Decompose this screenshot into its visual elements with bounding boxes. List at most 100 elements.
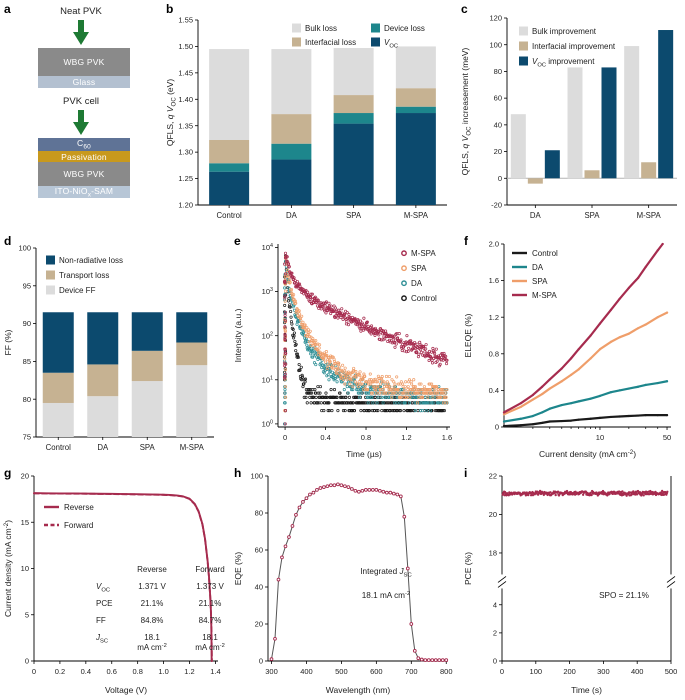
svg-text:95: 95 (23, 281, 31, 290)
chart-ff-loss: 75 80 85 90 95 100 Control DA SPA M-SPA FF (%) Non-… (0, 232, 230, 464)
decay-series-m-spa (282, 251, 449, 426)
svg-text:mA cm-2: mA cm-2 (195, 643, 225, 652)
decay-series-spa (282, 255, 449, 413)
svg-text:VOC: VOC (96, 582, 110, 593)
layer-ito-nio-x-sam: ITO-NiOx-SAM (38, 186, 130, 198)
chart-eqe-spectrum: 0 20 40 60 80 100 300 400 500 600 700 800 EQE (%) Wav… (230, 464, 460, 700)
svg-text:Forward: Forward (64, 521, 93, 530)
svg-text:40: 40 (494, 120, 502, 129)
svg-text:FF (%): FF (%) (3, 329, 13, 355)
svg-text:M-SPA: M-SPA (180, 443, 205, 452)
svg-text:200: 200 (563, 667, 576, 676)
svg-text:VOC improvement: VOC improvement (532, 57, 595, 68)
svg-text:PCE: PCE (96, 599, 112, 608)
svg-text:5: 5 (25, 610, 29, 619)
chart-eleqe: 0 0.4 0.8 1.2 1.6 2.0 10 50 ELEQE (%) Current den… (460, 232, 685, 464)
svg-text:2.0: 2.0 (489, 240, 499, 249)
svg-text:0.4: 0.4 (81, 667, 91, 676)
chart-qfls-improvement: -20 0 20 40 60 80 100 120 DA SPA M-SPA QFLS, q VOC … (457, 0, 685, 232)
svg-text:1.35: 1.35 (178, 121, 193, 130)
svg-text:QFLS, q VOC increasement (meV): QFLS, q VOC increasement (meV) (460, 47, 472, 175)
svg-text:100: 100 (489, 40, 502, 49)
svg-text:mA cm-2: mA cm-2 (137, 643, 167, 652)
svg-text:600: 600 (370, 667, 383, 676)
svg-text:DA: DA (97, 443, 109, 452)
chart-svg-e: 100 101 102 103 104 0 0.4 0.8 1.2 1.6 Intensity (a… (233, 243, 453, 459)
layer-wbg-pvk: WBG PVK (38, 48, 130, 76)
legend-f: Control DA SPA M-SPA (512, 249, 558, 300)
svg-text:60: 60 (494, 94, 502, 103)
panel-i: i 18 20 22 0 2 4 0 100 200 300 400 500 PCE (%) Time (… (460, 464, 685, 700)
svg-text:10: 10 (21, 564, 29, 573)
svg-text:Control: Control (411, 294, 437, 303)
panel-label-h: h (234, 466, 242, 480)
svg-text:100: 100 (530, 667, 543, 676)
panel-label-b: b (166, 2, 174, 16)
svg-text:0: 0 (259, 657, 263, 666)
svg-text:Control: Control (532, 249, 558, 258)
svg-text:800: 800 (440, 667, 453, 676)
svg-text:SPA: SPA (532, 277, 548, 286)
series-h (269, 482, 449, 662)
svg-text:10: 10 (596, 433, 604, 442)
svg-text:400: 400 (300, 667, 313, 676)
svg-text:0: 0 (500, 667, 504, 676)
svg-text:60: 60 (255, 546, 263, 555)
svg-text:500: 500 (335, 667, 348, 676)
svg-text:300: 300 (265, 667, 278, 676)
panel-c: c -20 0 20 40 60 80 100 120 DA SPA M-SPA QFLS, q VO… (457, 0, 685, 232)
svg-text:Voltage (V): Voltage (V) (105, 685, 147, 695)
svg-text:SPA: SPA (411, 264, 427, 273)
panel-label-a: a (4, 2, 11, 16)
svg-text:18.1: 18.1 (202, 633, 218, 642)
legend-d: Non-radiative loss Transport loss Device F… (46, 255, 123, 295)
legend-e: M-SPA SPA DA Control (401, 249, 437, 303)
svg-text:SPA: SPA (140, 443, 156, 452)
svg-text:M-SPA: M-SPA (532, 291, 557, 300)
svg-text:Interfacial improvement: Interfacial improvement (532, 42, 616, 51)
decay-series-da (282, 259, 449, 426)
svg-text:EQE (%): EQE (%) (233, 552, 243, 586)
svg-text:Transport loss: Transport loss (59, 271, 109, 280)
pvk-cell-caption: PVK cell (63, 96, 99, 107)
axes: -20 0 20 40 60 80 100 120 DA SPA M-SPA (489, 14, 677, 220)
svg-text:300: 300 (597, 667, 610, 676)
svg-text:0: 0 (25, 657, 29, 666)
svg-text:1.2: 1.2 (489, 313, 499, 322)
svg-text:0: 0 (283, 433, 287, 442)
svg-text:1.4: 1.4 (210, 667, 220, 676)
svg-text:120: 120 (489, 14, 502, 23)
svg-text:84.7%: 84.7% (199, 616, 222, 625)
svg-text:18.1: 18.1 (144, 633, 160, 642)
chart-svg-f: 0 0.4 0.8 1.2 1.6 2.0 10 50 ELEQE (%) Current den… (463, 240, 671, 459)
svg-text:Reverse: Reverse (64, 503, 94, 512)
chart-svg-b: 1.20 1.25 1.30 1.35 1.40 1.45 1.50 1.55 Control D… (165, 16, 447, 220)
svg-text:Bulk improvement: Bulk improvement (532, 27, 597, 36)
panel-g: g 0 5 10 15 20 0 0.2 0.4 0.6 0.8 1.0 1.2 1.4 Current … (0, 464, 230, 700)
chart-spo-stability: 18 20 22 0 2 4 0 100 200 300 400 500 PCE (%) Time (s)… (460, 464, 685, 700)
chart-svg-g: 0 5 10 15 20 0 0.2 0.4 0.6 0.8 1.0 1.2 1.4 Current de… (3, 472, 225, 695)
svg-text:80: 80 (494, 67, 502, 76)
svg-text:1.6: 1.6 (489, 276, 499, 285)
down-arrow-icon (70, 110, 92, 136)
axes: 100 101 102 103 104 0 0.4 0.8 1.2 1.6 (262, 243, 453, 442)
svg-text:DA: DA (286, 211, 298, 220)
svg-text:0: 0 (493, 657, 497, 666)
svg-text:QFLS, q VOC (eV): QFLS, q VOC (eV) (165, 79, 177, 146)
series-i (501, 489, 669, 497)
svg-text:DA: DA (411, 279, 423, 288)
svg-text:100: 100 (250, 472, 263, 481)
svg-text:Time (s): Time (s) (571, 685, 602, 695)
layer-c-60-: C60 (38, 138, 130, 151)
legend-g: Reverse Forward (44, 503, 94, 530)
svg-text:20: 20 (255, 620, 263, 629)
device-diagram: Neat PVK WBG PVK Glass PVK cell C60 Passiv… (0, 0, 162, 232)
svg-text:102: 102 (262, 331, 273, 340)
pvk-cell-stack: C60 Passivation WBG PVK ITO-NiOx-SAM (38, 138, 130, 198)
chart-svg-d: 75 80 85 90 95 100 Control DA SPA M-SPA FF (%) Non-… (3, 244, 214, 452)
svg-text:FF: FF (96, 616, 106, 625)
series-c (507, 30, 677, 184)
svg-text:Current density (mA cm-2): Current density (mA cm-2) (3, 520, 13, 617)
svg-text:90: 90 (23, 319, 31, 328)
down-arrow-icon (70, 20, 92, 46)
